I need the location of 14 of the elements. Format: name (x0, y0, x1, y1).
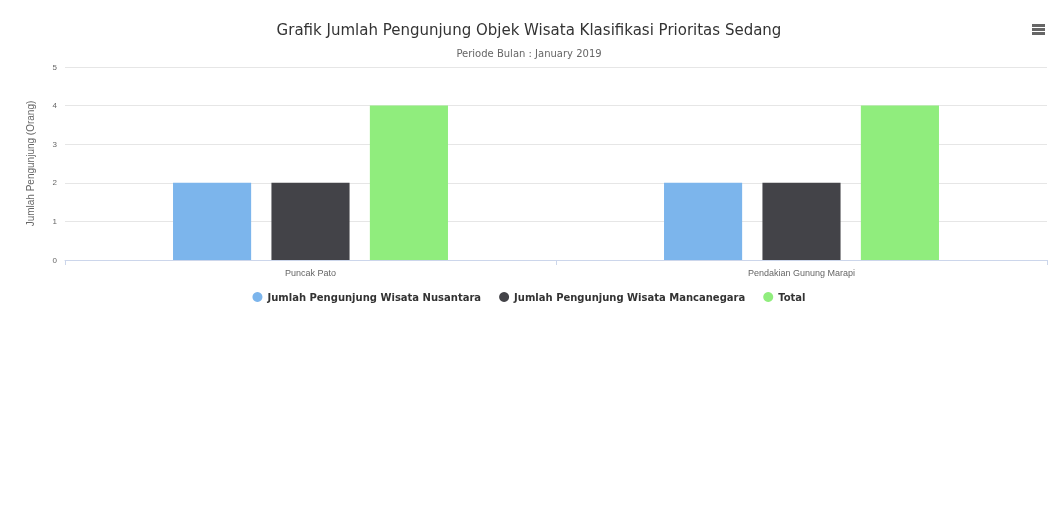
legend-label: Jumlah Pengunjung Wisata Nusantara (266, 291, 482, 303)
y-tick-label: 2 (52, 178, 58, 188)
y-tick-label: 0 (52, 255, 58, 265)
y-tick-label: 1 (52, 216, 58, 226)
chart-title: Grafik Jumlah Pengunjung Objek Wisata Klasifikasi Prioritas Sedang (276, 20, 782, 39)
x-tick-label: Puncak Pato (284, 267, 337, 278)
y-tick-label: 5 (52, 62, 58, 72)
y-tick-label: 3 (52, 139, 58, 149)
legend-label: Jumlah Pengunjung Wisata Mancanegara (513, 291, 746, 303)
y-axis-title: Jumlah Pengunjung (Orang) (24, 100, 36, 227)
y-tick-label: 4 (52, 101, 58, 111)
legend-label: Total (778, 291, 806, 303)
x-tick-label: Pendakian Gunung Marapi (747, 267, 856, 278)
chart-subtitle: Periode Bulan : January 2019 (456, 47, 602, 59)
